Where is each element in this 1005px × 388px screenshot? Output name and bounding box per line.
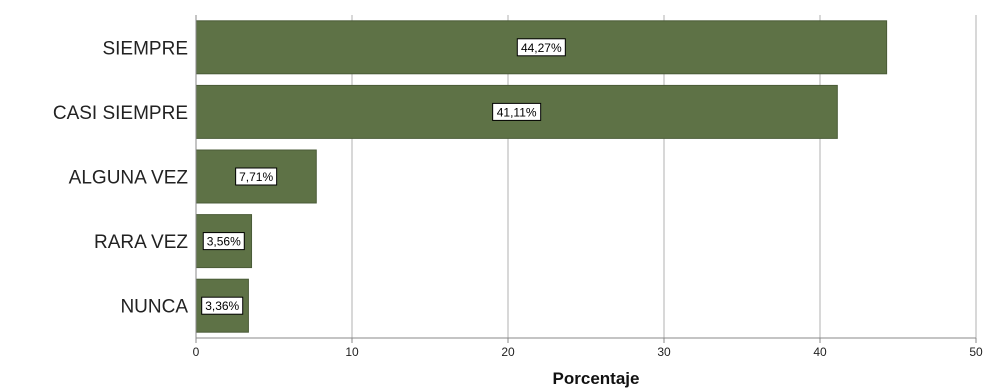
data-label-box — [202, 232, 245, 251]
x-tick-label: 10 — [345, 345, 359, 359]
data-label-3: 3,56% — [202, 232, 245, 251]
category-label: SIEMPRE — [102, 38, 188, 59]
data-label-box — [516, 38, 566, 57]
bars — [195, 20, 888, 333]
x-tick-label: 0 — [193, 345, 200, 359]
x-tick-label: 30 — [657, 345, 671, 359]
data-label-4: 3,36% — [201, 296, 244, 315]
data-labels: 44,27% 41,11% 7,71% 3,56% 3,36% — [201, 38, 566, 315]
data-label-text: 44,27% — [521, 41, 562, 55]
data-label-2: 7,71% — [235, 167, 278, 186]
x-tick-label: 20 — [501, 345, 515, 359]
x-tick-label: 40 — [813, 345, 827, 359]
category-label: ALGUNA VEZ — [69, 168, 189, 189]
data-label-text: 41,11% — [497, 105, 537, 119]
data-label-box — [235, 167, 278, 186]
x-axis-title: Porcentaje — [553, 369, 640, 388]
axes: 0 10 20 30 40 50 SIEMPRE CASI SIEMPRE ALGUNA VEZ… — [53, 15, 983, 359]
data-label-box — [201, 296, 244, 315]
x-tick-label: 50 — [969, 345, 983, 359]
data-label-text: 3,36% — [205, 299, 239, 313]
data-label-1: 41,11% — [492, 102, 542, 121]
category-label: CASI SIEMPRE — [53, 103, 188, 124]
data-label-text: 7,71% — [239, 170, 273, 184]
data-label-0: 44,27% — [516, 38, 566, 57]
category-label: RARA VEZ — [94, 232, 188, 253]
data-label-box — [492, 102, 542, 121]
data-label-text: 3,56% — [207, 235, 241, 249]
category-label: NUNCA — [120, 297, 188, 318]
